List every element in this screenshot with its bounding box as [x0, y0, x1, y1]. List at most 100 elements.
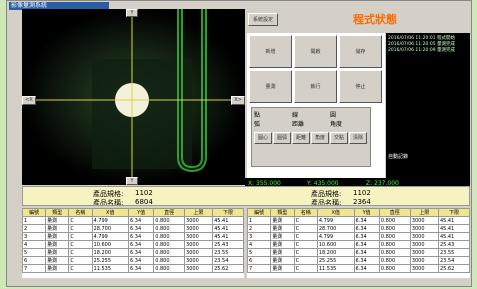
cell: 6.34 [129, 249, 154, 257]
cell: 18.200 [92, 249, 129, 257]
cell: 6.34 [129, 233, 154, 241]
control-panel: 新增開啟儲存量測執行停止 點線圓弧距離角度 圓心圓弧距離角度交點清除 [247, 33, 385, 178]
option[interactable]: 弧 [254, 119, 260, 128]
header-cell: 直徑 [379, 209, 410, 217]
tool-button[interactable]: 量測 [249, 70, 292, 103]
name-label-2: 產品名稱: [311, 198, 341, 206]
cell: 6.34 [354, 265, 379, 273]
op-button[interactable]: 交點 [330, 132, 348, 144]
cell: 量測 [46, 249, 69, 257]
cell: 6.34 [354, 225, 379, 233]
tool-button[interactable]: 儲存 [339, 35, 382, 68]
cell: 6 [248, 257, 271, 265]
cell: 45.41 [213, 217, 244, 225]
cell: 3000 [410, 257, 438, 265]
cell: C [294, 249, 317, 257]
options-box: 點線圓弧距離角度 圓心圓弧距離角度交點清除 [251, 107, 371, 167]
cell: 量測 [271, 217, 294, 225]
log-option[interactable]: 自動記錄 [388, 153, 468, 160]
cell: 6.34 [354, 249, 379, 257]
op-button[interactable]: 清除 [349, 132, 367, 144]
status-title: 程式狀態 [305, 12, 445, 28]
header-cell: 編號 [248, 209, 271, 217]
tool-button[interactable]: 停止 [339, 70, 382, 103]
op-button[interactable]: 圓心 [254, 132, 272, 144]
cell: 6.34 [129, 225, 154, 233]
cell: 量測 [271, 225, 294, 233]
cell: 11.535 [317, 265, 354, 273]
cell: 7 [23, 265, 46, 273]
move-down[interactable]: Y [126, 177, 138, 185]
option[interactable]: 線 [292, 110, 298, 119]
option[interactable]: 圓 [330, 110, 336, 119]
op-button[interactable]: 距離 [292, 132, 310, 144]
move-left[interactable]: <X [22, 96, 36, 105]
cell: 6.34 [129, 217, 154, 225]
cell: C [69, 257, 92, 265]
cell: 1 [23, 217, 46, 225]
cell: C [294, 225, 317, 233]
op-button[interactable]: 圓弧 [273, 132, 291, 144]
op-button[interactable]: 角度 [311, 132, 329, 144]
tool-button[interactable]: 開啟 [294, 35, 337, 68]
cell: 25.43 [438, 241, 469, 249]
log: 2016/07/06 11:20:01 程式開始2016/07/06 11:20… [386, 33, 470, 151]
move-right[interactable]: X> [231, 96, 245, 105]
cell: 25.62 [438, 265, 469, 273]
cell: C [69, 265, 92, 273]
cell: C [69, 233, 92, 241]
cell: 4.799 [92, 233, 129, 241]
cell: 28.700 [92, 225, 129, 233]
option[interactable]: 角度 [330, 119, 342, 128]
cell: 45.41 [438, 225, 469, 233]
cell: 量測 [46, 233, 69, 241]
cell: 0.800 [154, 233, 185, 241]
cell: 0.800 [379, 233, 410, 241]
cell: 量測 [271, 257, 294, 265]
options: 點 線 圓弧 距離 角度 [254, 110, 370, 130]
cell: 0.800 [379, 225, 410, 233]
cell: 3000 [410, 265, 438, 273]
header-cell: 上限 [410, 209, 438, 217]
option[interactable]: 距離 [292, 119, 304, 128]
header-cell: 類型 [46, 209, 69, 217]
cell: 0.800 [154, 241, 185, 249]
cell: 28.700 [317, 225, 354, 233]
cell: 4.799 [92, 217, 129, 225]
cell: 量測 [46, 217, 69, 225]
cell: 0.800 [154, 249, 185, 257]
option[interactable]: 點 [254, 110, 260, 119]
cell: 3000 [185, 265, 213, 273]
config-button[interactable]: 系統設定 [248, 13, 278, 26]
cell: 45.41 [438, 233, 469, 241]
cell: 量測 [46, 265, 69, 273]
cell: 0.800 [379, 265, 410, 273]
header-cell: 名稱 [69, 209, 92, 217]
move-up[interactable]: Y [126, 9, 138, 17]
cell: 18.200 [317, 249, 354, 257]
cell: C [69, 225, 92, 233]
cell: 3000 [185, 257, 213, 265]
cell: 0.800 [379, 241, 410, 249]
cell: 3 [23, 233, 46, 241]
cell: 3000 [410, 217, 438, 225]
cell: 量測 [271, 233, 294, 241]
tool-button[interactable]: 新增 [249, 35, 292, 68]
spec-value-2: 1102 [353, 189, 371, 197]
tool-button[interactable]: 執行 [294, 70, 337, 103]
cell: 0.800 [154, 225, 185, 233]
